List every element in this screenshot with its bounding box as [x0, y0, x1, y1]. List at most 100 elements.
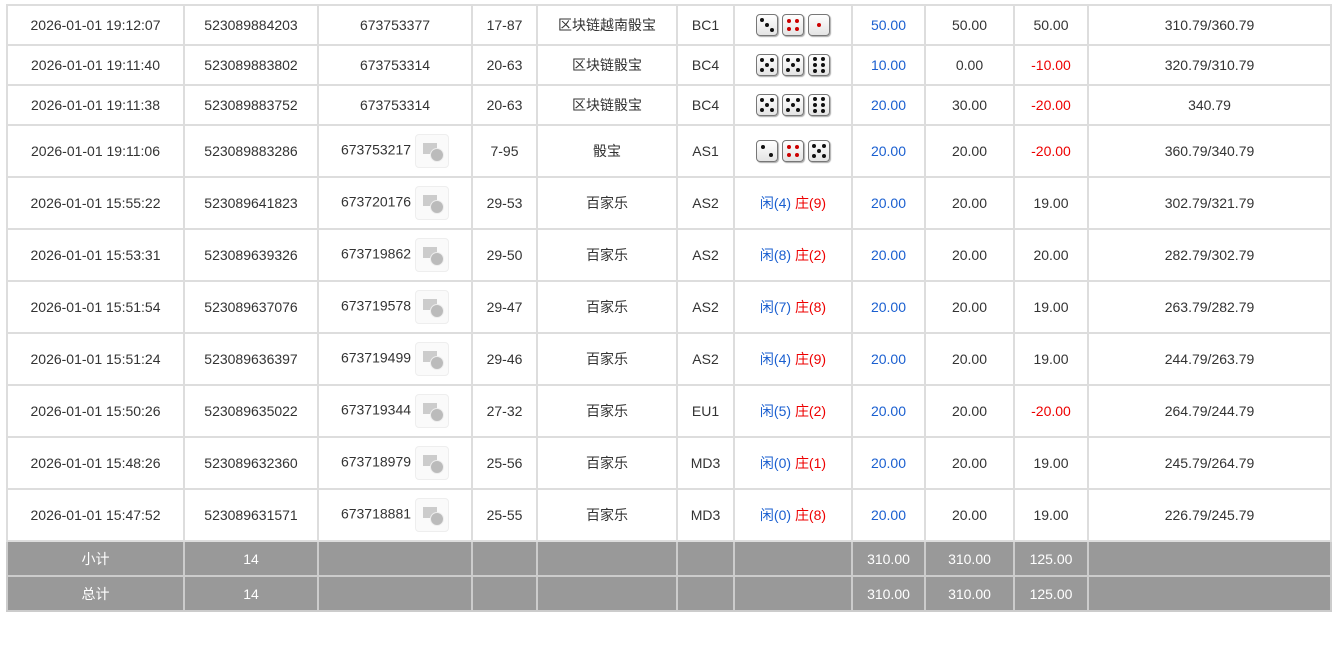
win-loss: 20.00 — [1013, 228, 1089, 282]
win-loss: -20.00 — [1013, 124, 1089, 178]
table-row: 2026-01-01 15:55:22 523089641823 6737201… — [6, 176, 1332, 230]
bet-id: 523089637076 — [183, 280, 319, 334]
dice-1-icon — [808, 14, 830, 36]
win-loss: 19.00 — [1013, 436, 1089, 490]
table-code: AS2 — [676, 176, 735, 230]
player-result: 闲(7) — [759, 299, 792, 315]
table-row: 2026-01-01 19:11:06 523089883286 6737532… — [6, 124, 1332, 178]
game-result: 闲(4) 庄(9) — [733, 332, 853, 386]
total-label: 总计 — [6, 575, 185, 612]
valid-bet: 0.00 — [924, 44, 1015, 86]
win-loss: 50.00 — [1013, 4, 1089, 46]
table-code: MD3 — [676, 436, 735, 490]
bet-amount: 20.00 — [851, 228, 926, 282]
table-code: BC1 — [676, 4, 735, 46]
valid-bet: 20.00 — [924, 280, 1015, 334]
dice-6-icon — [808, 54, 830, 76]
bet-id: 523089883802 — [183, 44, 319, 86]
round-id: 673720176 — [317, 176, 473, 230]
bet-amount: 20.00 — [851, 436, 926, 490]
bet-amount: 20.00 — [851, 280, 926, 334]
table-code: AS2 — [676, 332, 735, 386]
total-win: 125.00 — [1013, 575, 1089, 612]
game-name: 区块链骰宝 — [536, 44, 678, 86]
bet-amount: 10.00 — [851, 44, 926, 86]
dice-5-icon — [782, 94, 804, 116]
video-replay-icon[interactable] — [415, 446, 450, 480]
video-replay-icon[interactable] — [415, 342, 450, 376]
player-result: 闲(4) — [759, 195, 792, 211]
game-name: 骰宝 — [536, 124, 678, 178]
dice-6-icon — [808, 94, 830, 116]
banker-result: 庄(2) — [794, 403, 827, 419]
round-id: 673719499 — [317, 332, 473, 386]
bet-id: 523089639326 — [183, 228, 319, 282]
total-bet: 310.00 — [851, 575, 926, 612]
subtotal-bet: 310.00 — [851, 540, 926, 577]
round-id: 673719862 — [317, 228, 473, 282]
round-id: 673753217 — [317, 124, 473, 178]
table-row: 2026-01-01 15:53:31 523089639326 6737198… — [6, 228, 1332, 282]
video-replay-icon[interactable] — [415, 498, 450, 532]
subtotal-valid: 310.00 — [924, 540, 1015, 577]
game-result — [733, 84, 853, 126]
shoe-number: 29-50 — [471, 228, 538, 282]
game-result: 闲(4) 庄(9) — [733, 176, 853, 230]
banker-result: 庄(2) — [794, 247, 827, 263]
dice-5-icon — [756, 54, 778, 76]
dice-2-icon — [756, 140, 778, 162]
shoe-number: 7-95 — [471, 124, 538, 178]
player-result: 闲(0) — [759, 507, 792, 523]
table-row: 2026-01-01 15:50:26 523089635022 6737193… — [6, 384, 1332, 438]
game-result — [733, 44, 853, 86]
bet-amount: 20.00 — [851, 488, 926, 542]
game-result: 闲(8) 庄(2) — [733, 228, 853, 282]
dice-4-icon — [782, 14, 804, 36]
dice-3-icon — [756, 14, 778, 36]
video-replay-icon[interactable] — [415, 186, 450, 220]
table-row: 2026-01-01 15:51:24 523089636397 6737194… — [6, 332, 1332, 386]
table-row: 2026-01-01 19:11:38 523089883752 6737533… — [6, 84, 1332, 126]
bet-id: 523089641823 — [183, 176, 319, 230]
dice-5-icon — [808, 140, 830, 162]
bet-records-table: 2026-01-01 19:12:07 523089884203 6737533… — [6, 4, 1332, 612]
bet-id: 523089636397 — [183, 332, 319, 386]
banker-result: 庄(8) — [794, 299, 827, 315]
valid-bet: 20.00 — [924, 384, 1015, 438]
table-code: AS1 — [676, 124, 735, 178]
bet-time: 2026-01-01 15:48:26 — [6, 436, 185, 490]
balance: 310.79/360.79 — [1087, 4, 1332, 46]
player-result: 闲(8) — [759, 247, 792, 263]
bet-time: 2026-01-01 15:55:22 — [6, 176, 185, 230]
round-id: 673718979 — [317, 436, 473, 490]
game-name: 百家乐 — [536, 176, 678, 230]
table-row: 2026-01-01 15:48:26 523089632360 6737189… — [6, 436, 1332, 490]
player-result: 闲(4) — [759, 351, 792, 367]
win-loss: 19.00 — [1013, 176, 1089, 230]
table-code: EU1 — [676, 384, 735, 438]
game-name: 区块链越南骰宝 — [536, 4, 678, 46]
player-result: 闲(0) — [759, 455, 792, 471]
video-replay-icon[interactable] — [415, 238, 450, 272]
table-code: AS2 — [676, 228, 735, 282]
round-id: 673718881 — [317, 488, 473, 542]
win-loss: -10.00 — [1013, 44, 1089, 86]
shoe-number: 20-63 — [471, 44, 538, 86]
subtotal-count: 14 — [183, 540, 319, 577]
valid-bet: 50.00 — [924, 4, 1015, 46]
total-row: 总计 14 310.00 310.00 125.00 — [6, 575, 1332, 612]
banker-result: 庄(9) — [794, 195, 827, 211]
bet-time: 2026-01-01 19:11:06 — [6, 124, 185, 178]
valid-bet: 20.00 — [924, 124, 1015, 178]
total-count: 14 — [183, 575, 319, 612]
bet-amount: 20.00 — [851, 384, 926, 438]
table-code: MD3 — [676, 488, 735, 542]
bet-id: 523089883752 — [183, 84, 319, 126]
video-replay-icon[interactable] — [415, 290, 450, 324]
round-id: 673753377 — [317, 4, 473, 46]
banker-result: 庄(8) — [794, 507, 827, 523]
game-result: 闲(0) 庄(8) — [733, 488, 853, 542]
table-row: 2026-01-01 19:12:07 523089884203 6737533… — [6, 4, 1332, 46]
video-replay-icon[interactable] — [415, 394, 450, 428]
video-replay-icon[interactable] — [415, 134, 450, 168]
